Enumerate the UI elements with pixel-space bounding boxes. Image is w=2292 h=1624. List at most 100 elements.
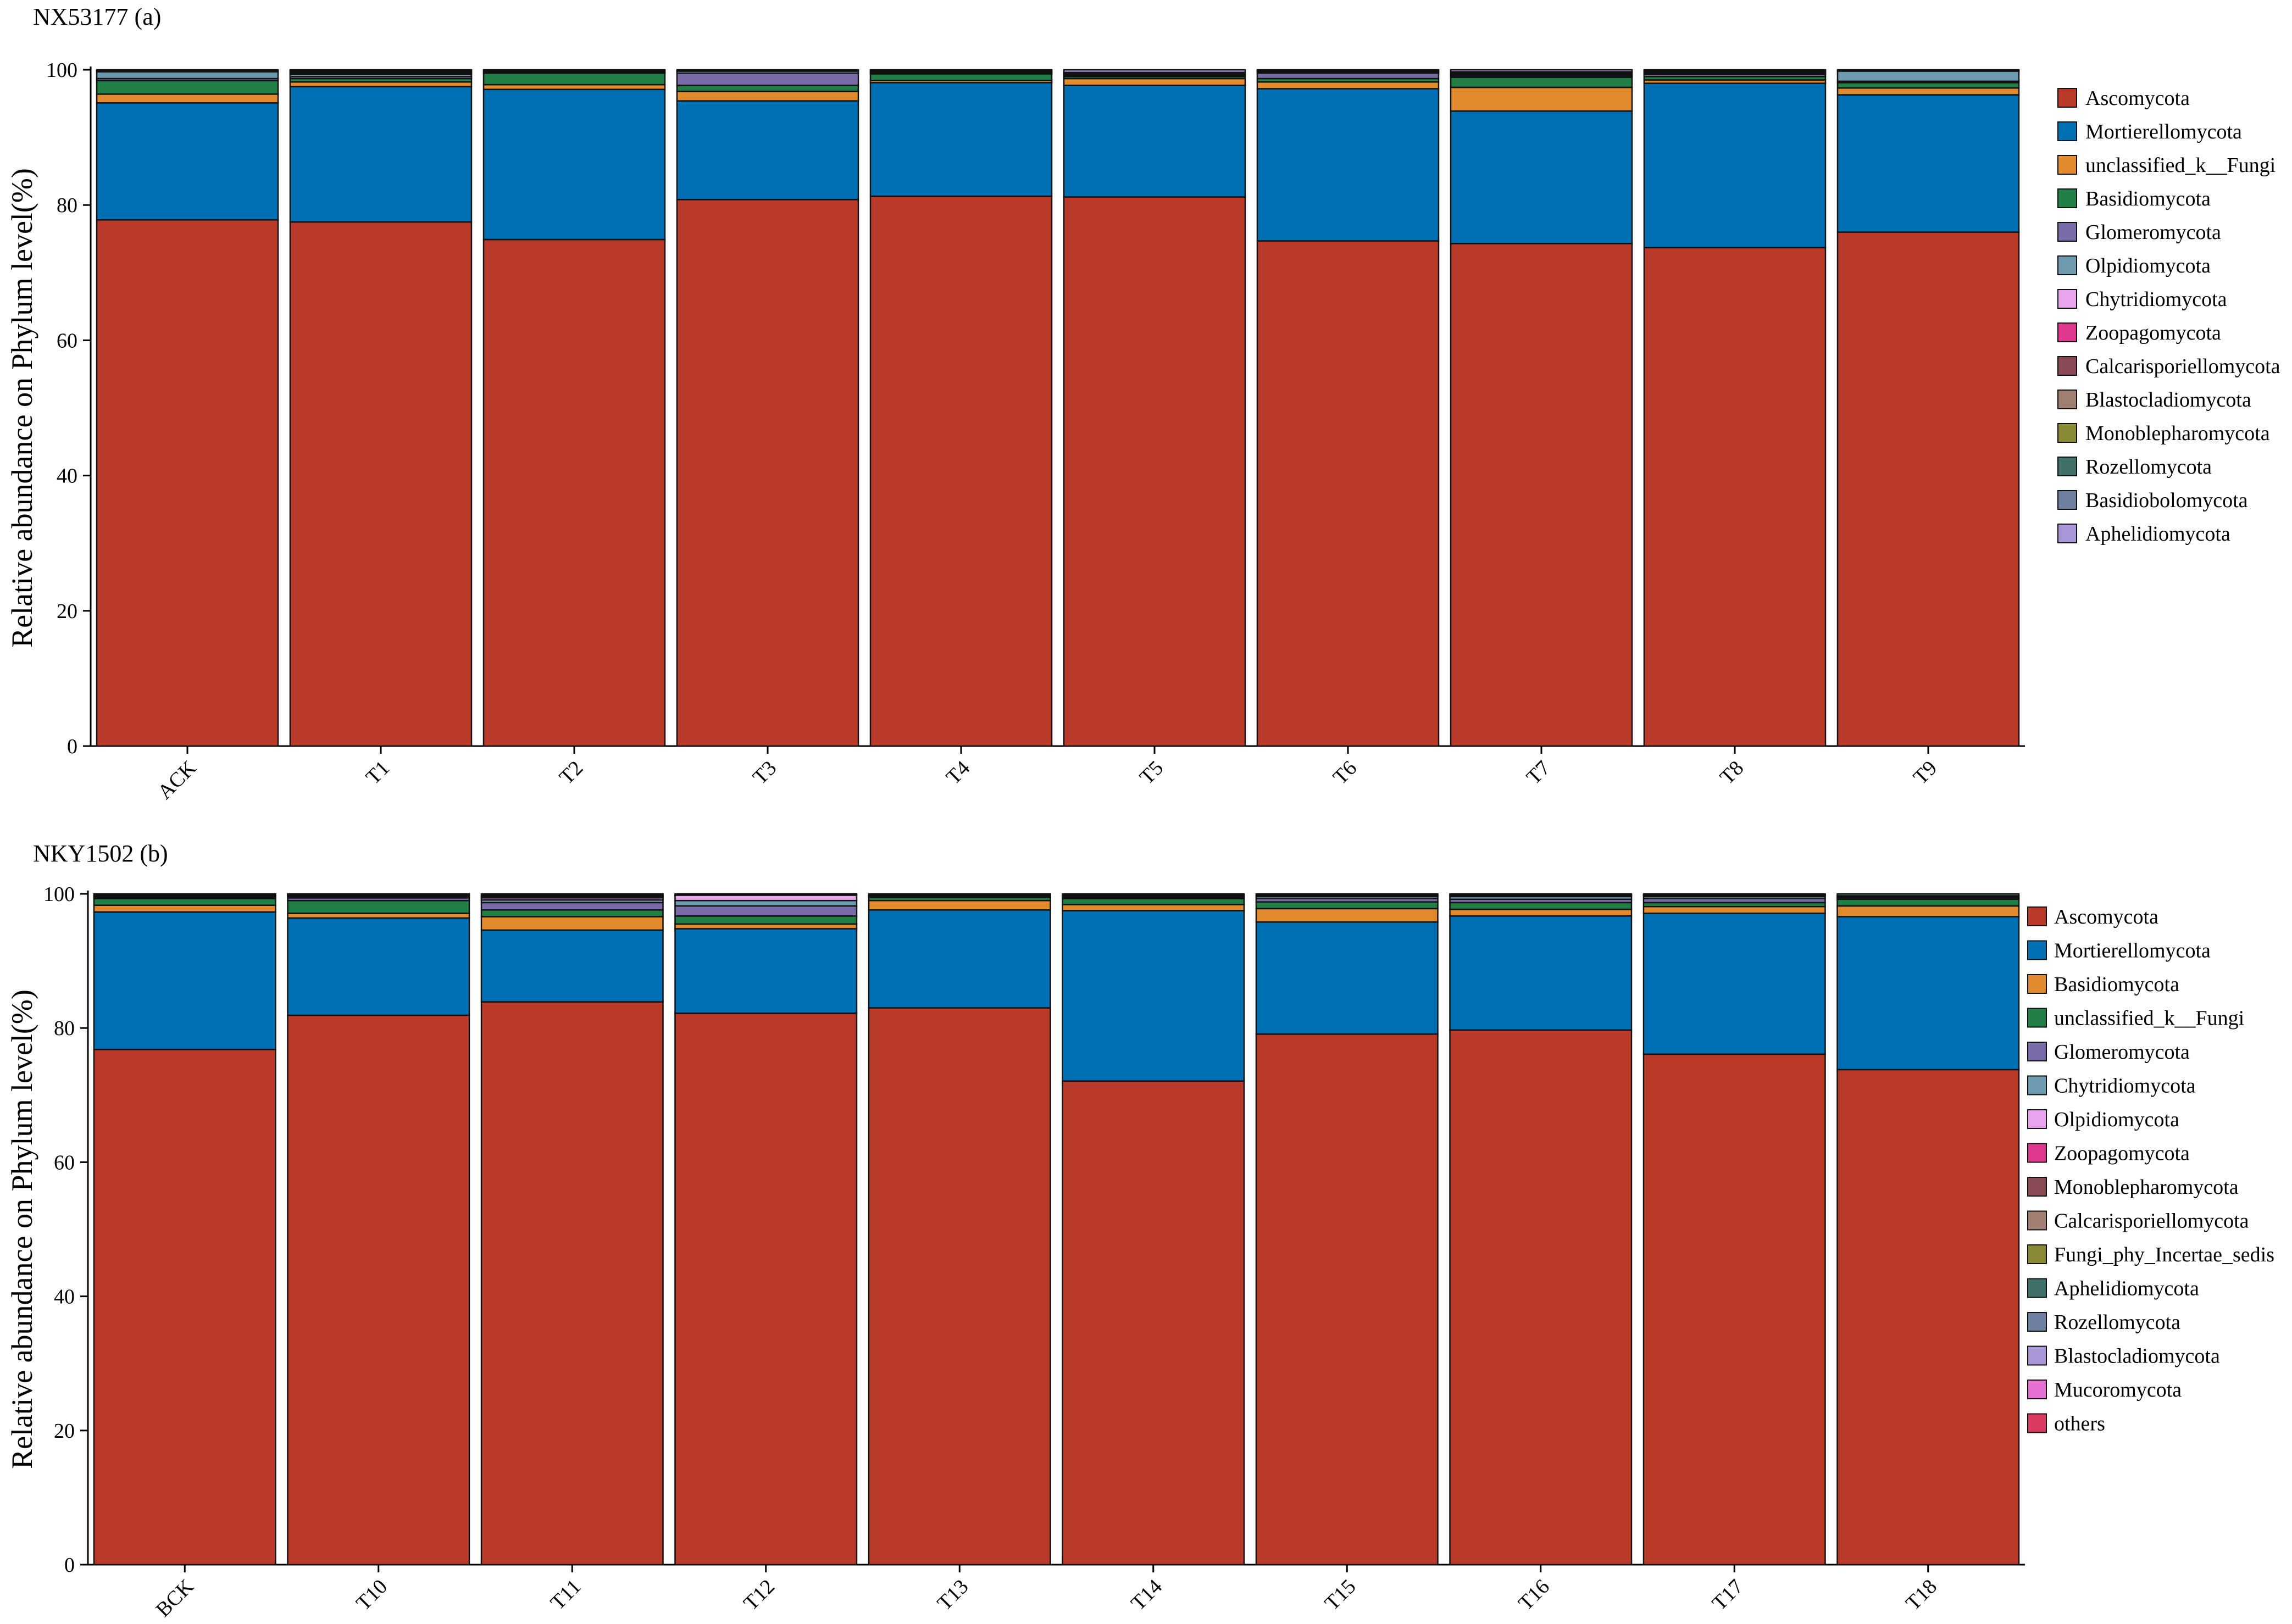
legend-item-calcarisporiellomycota[interactable]: Calcarisporiellomycota xyxy=(2057,355,2280,378)
legend-item-blastocladiomycota[interactable]: Blastocladiomycota xyxy=(2027,1345,2220,1368)
bar-segment-t18-ascomycota[interactable] xyxy=(1836,1069,2020,1566)
bar-segment-t9-ascomycota[interactable] xyxy=(1836,231,2020,747)
bar-segment-t15-basidiomycota[interactable] xyxy=(1255,908,1439,923)
bar-segment-t12-ascomycota[interactable] xyxy=(674,1013,858,1566)
bar-segment-t3-ascomycota[interactable] xyxy=(676,199,859,747)
bar-segment-t11-unclassified-k-fungi[interactable] xyxy=(480,909,664,917)
bar-segment-t3-basidiomycota[interactable] xyxy=(676,85,859,92)
bar-segment-t4-basidiomycota[interactable] xyxy=(869,73,1053,81)
bar-segment-bck-unclassified-k-fungi[interactable] xyxy=(93,898,276,906)
bar-segment-t14-unclassified-k-fungi[interactable] xyxy=(1062,898,1245,905)
legend-item-mucoromycota[interactable]: Mucoromycota xyxy=(2027,1378,2182,1401)
bar-segment-t3-glomeromycota[interactable] xyxy=(676,72,859,86)
bar-segment-t5-aphelidiomycota[interactable] xyxy=(1063,69,1246,74)
legend-item-chytridiomycota[interactable]: Chytridiomycota xyxy=(2027,1075,2196,1098)
bar-segment-t14-mortierellomycota[interactable] xyxy=(1062,910,1245,1082)
bar-segment-t2-ascomycota[interactable] xyxy=(482,238,666,747)
bar-segment-ack-olpidiomycota[interactable] xyxy=(96,71,279,80)
bar-segment-t5-mortierellomycota[interactable] xyxy=(1063,85,1246,198)
bar-segment-t13-ascomycota[interactable] xyxy=(868,1007,1051,1566)
bar-segment-t18-aphelidiomycota[interactable] xyxy=(1836,893,2020,897)
bar-segment-t17-ascomycota[interactable] xyxy=(1642,1053,1826,1566)
bar-segment-t4-ascomycota[interactable] xyxy=(869,195,1053,747)
legend-item-rozellomycota[interactable]: Rozellomycota xyxy=(2027,1311,2180,1334)
bar-segment-t11-mortierellomycota[interactable] xyxy=(480,929,664,1003)
bar-segment-t15-unclassified-k-fungi[interactable] xyxy=(1255,901,1439,910)
bar-segment-t11-glomeromycota[interactable] xyxy=(480,902,664,911)
legend-item-olpidiomycota[interactable]: Olpidiomycota xyxy=(2057,254,2211,277)
bar-segment-t7-aphelidiomycota[interactable] xyxy=(1450,69,1633,73)
bar-segment-bck-ascomycota[interactable] xyxy=(93,1049,276,1566)
legend-item-chytridiomycota[interactable]: Chytridiomycota xyxy=(2057,288,2227,311)
bar-segment-t18-mortierellomycota[interactable] xyxy=(1836,916,2020,1071)
bar-segment-t12-mortierellomycota[interactable] xyxy=(674,928,858,1014)
legend-item-blastocladiomycota[interactable]: Blastocladiomycota xyxy=(2057,388,2251,411)
bar-segment-t8-ascomycota[interactable] xyxy=(1643,247,1827,747)
bar-segment-t13-mortierellomycota[interactable] xyxy=(868,909,1051,1009)
bar-segment-t14-basidiomycota[interactable] xyxy=(1062,904,1245,911)
bar-segment-t15-mortierellomycota[interactable] xyxy=(1255,921,1439,1035)
bar-segment-t14-aphelidiomycota[interactable] xyxy=(1062,893,1245,896)
bar-segment-t17-basidiomycota[interactable] xyxy=(1642,905,1826,914)
bar-segment-bck-mortierellomycota[interactable] xyxy=(93,911,276,1050)
bar-segment-t16-ascomycota[interactable] xyxy=(1449,1029,1633,1566)
bar-segment-t2-basidiomycota[interactable] xyxy=(482,72,666,86)
bar-segment-t12-chytridiomycota[interactable] xyxy=(674,899,858,907)
bar-segment-t7-ascomycota[interactable] xyxy=(1450,243,1633,747)
bar-segment-t18-unclassified-k-fungi[interactable] xyxy=(1836,898,2020,907)
bar-segment-t7-mortierellomycota[interactable] xyxy=(1450,110,1633,244)
bar-segment-t16-mortierellomycota[interactable] xyxy=(1449,915,1633,1031)
bar-segment-t6-mortierellomycota[interactable] xyxy=(1256,88,1440,242)
bar-segment-t16-aphelidiomycota[interactable] xyxy=(1449,893,1633,896)
bar-segment-t5-ascomycota[interactable] xyxy=(1063,196,1246,747)
bar-segment-t6-glomeromycota[interactable] xyxy=(1256,72,1440,80)
bar-segment-ack-unclassified-k-fungi[interactable] xyxy=(96,93,279,104)
bar-segment-t1-ascomycota[interactable] xyxy=(289,221,473,747)
bar-segment-t7-basidiomycota[interactable] xyxy=(1450,76,1633,88)
bar-segment-t14-ascomycota[interactable] xyxy=(1062,1080,1245,1566)
bar-segment-t13-basidiomycota[interactable] xyxy=(868,899,1051,911)
legend-item-others[interactable]: others xyxy=(2027,1412,2105,1436)
bar-segment-t6-ascomycota[interactable] xyxy=(1256,240,1440,747)
legend-item-ascomycota[interactable]: Ascomycota xyxy=(2057,87,2190,110)
bar-segment-t11-basidiomycota[interactable] xyxy=(480,916,664,931)
bar-segment-t18-basidiomycota[interactable] xyxy=(1836,905,2020,917)
bar-segment-t12-unclassified-k-fungi[interactable] xyxy=(674,915,858,925)
legend-item-olpidiomycota[interactable]: Olpidiomycota xyxy=(2027,1108,2179,1131)
bar-segment-t10-mortierellomycota[interactable] xyxy=(287,917,470,1016)
bar-segment-t5-unclassified-k-fungi[interactable] xyxy=(1063,77,1246,86)
legend-item-calcarisporiellomycota[interactable]: Calcarisporiellomycota xyxy=(2027,1210,2249,1233)
bar-segment-t6-unclassified-k-fungi[interactable] xyxy=(1256,81,1440,90)
bar-segment-ack-mortierellomycota[interactable] xyxy=(96,102,279,221)
legend-item-fungi-phy-incertae-sedis[interactable]: Fungi_phy_Incertae_sedis xyxy=(2027,1243,2274,1266)
legend-item-basidiomycota[interactable]: Basidiomycota xyxy=(2027,973,2179,996)
bar-segment-t12-olpidiomycota[interactable] xyxy=(674,894,858,902)
bar-segment-t2-unclassified-k-fungi[interactable] xyxy=(482,84,666,90)
legend-item-aphelidiomycota[interactable]: Aphelidiomycota xyxy=(2027,1277,2199,1300)
bar-segment-t9-unclassified-k-fungi[interactable] xyxy=(1836,87,2020,96)
bar-segment-t1-unclassified-k-fungi[interactable] xyxy=(289,81,473,88)
legend-item-monoblepharomycota[interactable]: Monoblepharomycota xyxy=(2057,422,2270,445)
legend-item-ascomycota[interactable]: Ascomycota xyxy=(2027,905,2158,928)
legend-item-basidiomycota[interactable]: Basidiomycota xyxy=(2057,187,2211,210)
bar-segment-t8-aphelidiomycota[interactable] xyxy=(1643,69,1827,72)
bar-segment-t3-unclassified-k-fungi[interactable] xyxy=(676,91,859,102)
bar-segment-t2-aphelidiomycota[interactable] xyxy=(482,69,666,72)
bar-segment-t9-mortierellomycota[interactable] xyxy=(1836,94,2020,233)
legend-item-rozellomycota[interactable]: Rozellomycota xyxy=(2057,455,2212,479)
bar-segment-t12-glomeromycota[interactable] xyxy=(674,905,858,917)
legend-item-glomeromycota[interactable]: Glomeromycota xyxy=(2027,1041,2190,1064)
legend-item-mortierellomycota[interactable]: Mortierellomycota xyxy=(2027,939,2211,963)
bar-segment-t3-mortierellomycota[interactable] xyxy=(676,100,859,201)
bar-segment-t4-aphelidiomycota[interactable] xyxy=(869,69,1053,72)
bar-segment-t7-unclassified-k-fungi[interactable] xyxy=(1450,86,1633,112)
bar-segment-t9-olpidiomycota[interactable] xyxy=(1836,70,2020,82)
bar-segment-t12-basidiomycota[interactable] xyxy=(674,923,858,930)
bar-segment-t11-ascomycota[interactable] xyxy=(480,1001,664,1566)
legend-item-monoblepharomycota[interactable]: Monoblepharomycota xyxy=(2027,1176,2239,1199)
bar-segment-t8-mortierellomycota[interactable] xyxy=(1643,82,1827,249)
legend-item-zoopagomycota[interactable]: Zoopagomycota xyxy=(2057,321,2221,344)
bar-segment-t16-basidiomycota[interactable] xyxy=(1449,908,1633,917)
bar-segment-bck-basidiomycota[interactable] xyxy=(93,904,276,913)
bar-segment-t15-aphelidiomycota[interactable] xyxy=(1255,893,1439,896)
